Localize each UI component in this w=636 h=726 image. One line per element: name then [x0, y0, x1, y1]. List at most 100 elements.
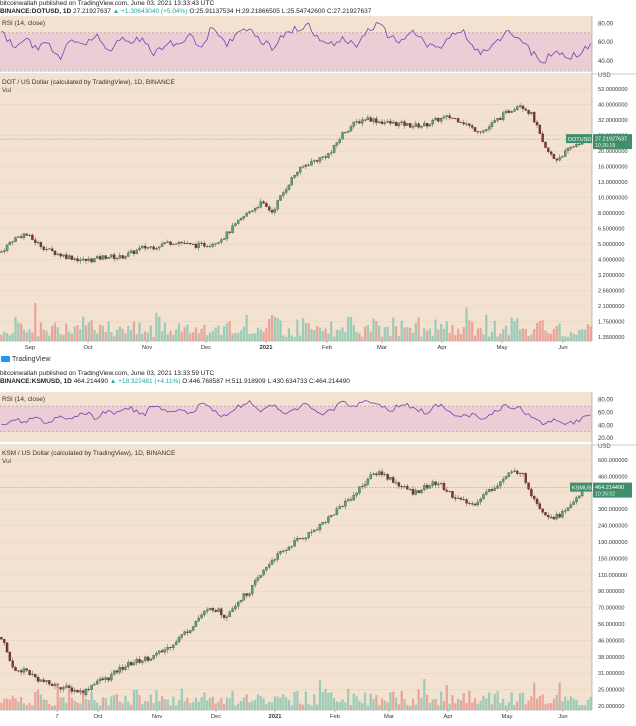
- candle-body: [386, 474, 389, 480]
- volume-bar: [386, 326, 389, 341]
- candle-body: [504, 110, 508, 113]
- candle-body: [564, 510, 567, 512]
- volume-bar: [380, 336, 384, 341]
- volume-bar: [296, 691, 299, 710]
- chart-svg-ksm[interactable]: RSI (14, close) KSM / US Dollar (calculat…: [0, 388, 636, 726]
- volume-bar: [369, 331, 372, 341]
- candle-body: [462, 499, 465, 501]
- candle-body: [338, 139, 341, 143]
- candle-body: [341, 132, 344, 140]
- candle-body: [437, 483, 440, 486]
- volume-bar: [259, 696, 262, 710]
- volume-bar: [423, 679, 426, 710]
- volume-bar: [253, 333, 257, 341]
- candle-body: [304, 537, 308, 540]
- volume-bar: [42, 699, 45, 710]
- volume-bar: [301, 318, 305, 341]
- time-tick-label: Apr: [437, 345, 446, 351]
- candle-body: [143, 245, 147, 249]
- time-tick-label: Dec: [211, 714, 221, 720]
- volume-bar: [214, 703, 217, 710]
- candle-body: [101, 678, 105, 680]
- candle-body: [290, 546, 293, 548]
- volume-bar: [552, 328, 556, 341]
- volume-bar: [194, 697, 198, 710]
- candle-body: [338, 506, 341, 509]
- volume-bar: [3, 698, 6, 710]
- volume-bar: [268, 701, 271, 710]
- candle-body: [28, 234, 31, 236]
- volume-bar: [17, 322, 20, 341]
- volume-bar: [273, 696, 276, 710]
- volume-bar: [73, 700, 76, 710]
- volume-bar: [166, 334, 169, 341]
- volume-bar: [172, 334, 175, 341]
- volume-bar: [127, 326, 130, 341]
- volume-bar: [409, 327, 412, 341]
- volume-bar: [158, 701, 161, 710]
- candle-body: [315, 529, 319, 531]
- candle-body: [524, 108, 527, 111]
- price-tick-label: 16.0000000: [598, 165, 628, 171]
- candle-body: [121, 667, 124, 670]
- candle-body: [141, 660, 144, 663]
- candle-body: [352, 495, 355, 501]
- volume-bar: [383, 327, 386, 341]
- volume-bar: [237, 332, 240, 341]
- candle-body: [228, 231, 231, 233]
- candle-body: [265, 203, 268, 207]
- candle-body: [301, 166, 305, 168]
- candle-body: [564, 150, 567, 157]
- candle-body: [5, 244, 9, 251]
- candle-body: [206, 609, 209, 612]
- candle-body: [220, 239, 223, 243]
- candle-body: [34, 673, 37, 678]
- tradingview-logo[interactable]: TradingView: [1, 354, 51, 364]
- candle-body: [65, 685, 68, 688]
- candle-body: [507, 110, 511, 113]
- candle-body: [423, 122, 426, 127]
- candle-body: [163, 242, 167, 244]
- price-tick-label: 13.0000000: [598, 180, 628, 186]
- candle-body: [127, 252, 130, 257]
- volume-bar: [349, 705, 353, 710]
- candle-body: [143, 656, 147, 661]
- volume-bar: [51, 705, 54, 710]
- volume-bar: [499, 333, 502, 341]
- volume-bar: [394, 326, 398, 341]
- volume-bar: [496, 336, 499, 341]
- candle-body: [470, 503, 474, 505]
- volume-bar: [586, 324, 589, 341]
- axis-unit: USD: [598, 444, 611, 450]
- rsi-band: [0, 32, 592, 71]
- candle-body: [76, 258, 79, 262]
- candle-body: [352, 121, 355, 127]
- volume-bar: [397, 704, 401, 710]
- candle-body: [335, 508, 339, 515]
- candle-body: [282, 192, 285, 196]
- candle-body: [112, 670, 116, 675]
- volume-bar: [485, 698, 488, 710]
- volume-bar: [479, 327, 482, 341]
- time-tick-label: Feb: [330, 714, 340, 720]
- candle-body: [293, 540, 296, 547]
- candle-body: [434, 117, 437, 121]
- volume-bar: [487, 692, 491, 710]
- volume-bar: [547, 703, 550, 710]
- volume-bar: [409, 705, 412, 710]
- price-axis-bg: [592, 16, 636, 341]
- candle-body: [152, 246, 155, 250]
- volume-bar: [45, 330, 48, 341]
- candle-body: [211, 608, 215, 611]
- candle-body: [425, 122, 429, 127]
- candle-body: [231, 225, 234, 233]
- vol-label: Vol: [2, 458, 12, 465]
- candle-body: [431, 481, 434, 486]
- chart-svg-dot[interactable]: RSI (14, close) DOT / US Dollar (calculat…: [0, 16, 636, 352]
- candle-body: [53, 250, 57, 255]
- volume-bar: [437, 705, 440, 710]
- candle-body: [98, 256, 102, 260]
- candle-body: [363, 119, 367, 121]
- volume-bar: [279, 697, 282, 710]
- candle-body: [279, 551, 282, 554]
